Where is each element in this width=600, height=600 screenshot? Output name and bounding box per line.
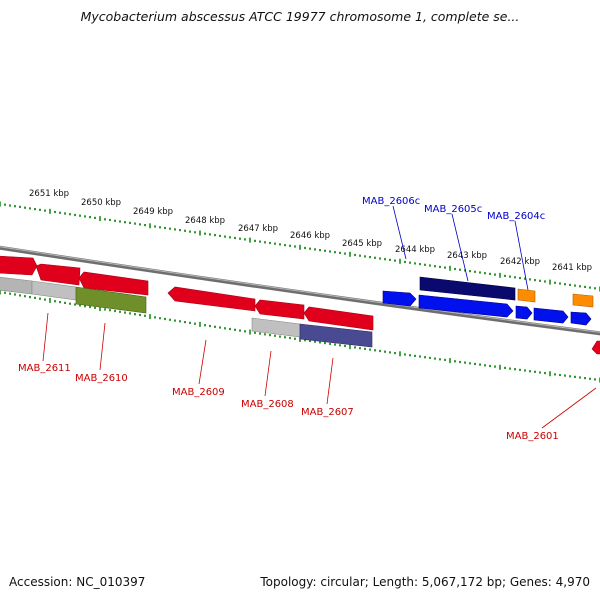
leader-line [326, 357, 334, 405]
gene-label-mab-2605c: MAB_2605c [424, 204, 482, 215]
outer-scale-ticks [0, 201, 600, 292]
gene-arrow-reverse[interactable] [35, 263, 81, 286]
gene-arrow-forward[interactable] [515, 305, 533, 320]
scale-label-2649: 2649 kbp [133, 207, 173, 217]
leader-line [392, 205, 407, 260]
forward-gene-labels: MAB_2606c MAB_2605c MAB_2604c [362, 196, 545, 291]
gene-arrow-reverse[interactable] [0, 255, 38, 276]
scale-label-2641: 2641 kbp [552, 263, 592, 273]
scale-label-2651: 2651 kbp [29, 189, 69, 199]
gene-label-mab-2601: MAB_2601 [506, 431, 559, 442]
gene-block-forward-dark[interactable] [419, 276, 516, 301]
leader-line [99, 322, 106, 371]
gene-arrow-forward[interactable] [418, 294, 514, 318]
scale-label-2650: 2650 kbp [81, 198, 121, 208]
gene-arrow-forward[interactable] [570, 311, 592, 326]
scale-label-2646: 2646 kbp [290, 231, 330, 241]
gene-arrow-reverse[interactable] [254, 299, 305, 320]
gene-arrow-reverse[interactable] [167, 286, 256, 312]
genome-summary-text: Topology: circular; Length: 5,067,172 bp… [260, 575, 590, 589]
gene-arrow-reverse[interactable] [303, 306, 374, 331]
chromosome-backbone [0, 245, 600, 336]
scale-label-2642: 2642 kbp [500, 257, 540, 267]
gene-label-mab-2607: MAB_2607 [301, 407, 354, 418]
map-title: Mycobacterium abscessus ATCC 19977 chrom… [80, 9, 520, 24]
leader-line [42, 312, 49, 362]
gene-label-mab-2609: MAB_2609 [172, 387, 225, 398]
forward-strand-genes[interactable] [0, 255, 594, 308]
gene-block-orange[interactable] [517, 288, 536, 303]
gene-block-orange[interactable] [572, 293, 594, 308]
reverse-gene-labels: MAB_2611 MAB_2610 MAB_2609 MAB_2608 MAB_… [18, 312, 597, 442]
inner-scale-ticks [0, 289, 600, 383]
gene-arrow-forward[interactable] [382, 290, 417, 307]
reverse-strand-genes[interactable] [0, 276, 600, 355]
gene-block-olive[interactable] [75, 286, 147, 314]
chromosome-backbone-highlight [0, 246, 600, 333]
leader-line [264, 350, 272, 397]
gene-label-mab-2606c: MAB_2606c [362, 196, 420, 207]
gene-arrow-forward[interactable] [533, 307, 569, 324]
scale-label-2644: 2644 kbp [395, 245, 435, 255]
leader-line [541, 387, 597, 429]
gene-block-grey[interactable] [0, 276, 33, 295]
leader-line [198, 339, 207, 385]
scale-label-2643: 2643 kbp [447, 251, 487, 261]
gene-block-purple[interactable] [299, 323, 373, 348]
scale-labels: 2651 kbp 2650 kbp 2649 kbp 2648 kbp 2647… [29, 189, 592, 273]
leader-line [451, 213, 469, 282]
gene-label-mab-2610: MAB_2610 [75, 373, 128, 384]
gene-label-mab-2611: MAB_2611 [18, 363, 71, 374]
gene-label-mab-2604c: MAB_2604c [487, 211, 545, 222]
gene-arrow-reverse[interactable] [591, 340, 600, 355]
scale-label-2647: 2647 kbp [238, 224, 278, 234]
gene-arrow-reverse[interactable] [78, 271, 149, 296]
scale-label-2645: 2645 kbp [342, 239, 382, 249]
accession-text: Accession: NC_010397 [9, 575, 146, 589]
leader-line [514, 220, 529, 291]
gene-label-mab-2608: MAB_2608 [241, 399, 294, 410]
scale-label-2648: 2648 kbp [185, 216, 225, 226]
